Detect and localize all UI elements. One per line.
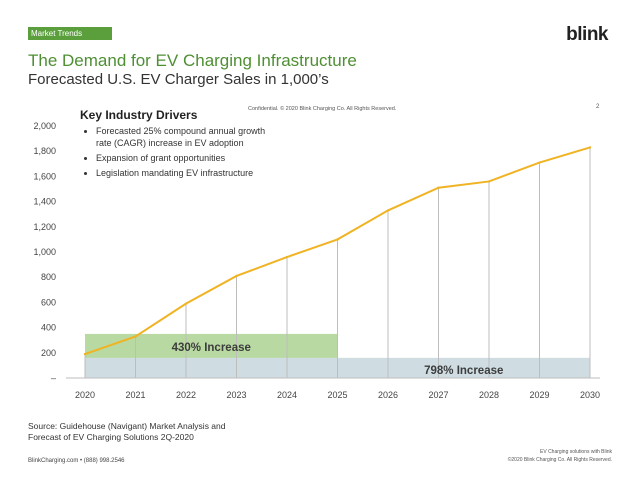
y-tick-label: 400 bbox=[41, 323, 56, 333]
y-tick-label: 600 bbox=[41, 297, 56, 307]
footer-tagline: EV Charging solutions with Blink bbox=[540, 449, 612, 455]
y-tick-label: – bbox=[51, 373, 56, 383]
footer-contact: BlinkCharging.com • (888) 998.2546 bbox=[28, 458, 125, 464]
x-tick-label: 2021 bbox=[125, 390, 145, 400]
x-tick-label: 2028 bbox=[479, 390, 499, 400]
footer-copyright: ©2020 Blink Charging Co. All Rights Rese… bbox=[507, 457, 612, 463]
section-tag: Market Trends bbox=[28, 27, 112, 40]
y-tick-label: 200 bbox=[41, 348, 56, 358]
data-point bbox=[437, 186, 440, 189]
x-tick-label: 2020 bbox=[75, 390, 95, 400]
data-point bbox=[336, 238, 339, 241]
y-tick-label: 800 bbox=[41, 272, 56, 282]
driver-item: Legislation mandating EV infrastructure bbox=[96, 167, 280, 179]
y-tick-label: 1,800 bbox=[33, 146, 56, 156]
key-drivers-box: Key Industry Drivers Forecasted 25% comp… bbox=[80, 108, 280, 182]
page-number: 2 bbox=[596, 104, 600, 110]
footer-legal: EV Charging solutions with Blink ©2020 B… bbox=[508, 448, 612, 464]
data-point bbox=[83, 352, 87, 356]
data-point bbox=[386, 209, 390, 212]
page-title: The Demand for EV Charging Infrastructur… bbox=[28, 51, 357, 70]
blink-logo: blink bbox=[566, 24, 608, 45]
y-tick-label: 1,400 bbox=[33, 197, 56, 207]
data-point bbox=[285, 255, 289, 259]
y-tick-label: 1,600 bbox=[33, 171, 56, 181]
driver-item: Expansion of grant opportunities bbox=[96, 152, 280, 164]
increase-label: 430% Increase bbox=[172, 342, 251, 354]
x-tick-label: 2022 bbox=[176, 390, 196, 400]
x-tick-label: 2026 bbox=[378, 390, 398, 400]
page-subtitle: Forecasted U.S. EV Charger Sales in 1,00… bbox=[28, 71, 329, 88]
x-tick-label: 2023 bbox=[226, 390, 246, 400]
data-point bbox=[134, 335, 137, 338]
y-tick-label: 1,000 bbox=[33, 247, 56, 257]
x-tick-label: 2029 bbox=[529, 390, 549, 400]
y-tick-label: 1,200 bbox=[33, 222, 56, 232]
data-point bbox=[235, 274, 238, 278]
data-point bbox=[588, 146, 592, 149]
data-point bbox=[487, 180, 491, 183]
y-tick-label: 2,000 bbox=[33, 121, 56, 131]
x-tick-label: 2025 bbox=[327, 390, 347, 400]
confidential-notice: Confidential. © 2020 Blink Charging Co. … bbox=[248, 106, 397, 112]
source-note: Source: Guidehouse (Navigant) Market Ana… bbox=[28, 421, 226, 442]
key-drivers-list: Forecasted 25% compound annual growth ra… bbox=[80, 125, 280, 179]
x-tick-label: 2030 bbox=[580, 390, 600, 400]
data-point bbox=[184, 302, 188, 305]
driver-item: Forecasted 25% compound annual growth ra… bbox=[96, 125, 280, 149]
key-drivers-heading: Key Industry Drivers bbox=[80, 108, 198, 122]
data-point bbox=[538, 161, 541, 164]
x-tick-label: 2027 bbox=[428, 390, 448, 400]
increase-label: 798% Increase bbox=[424, 365, 503, 377]
x-tick-label: 2024 bbox=[277, 390, 297, 400]
